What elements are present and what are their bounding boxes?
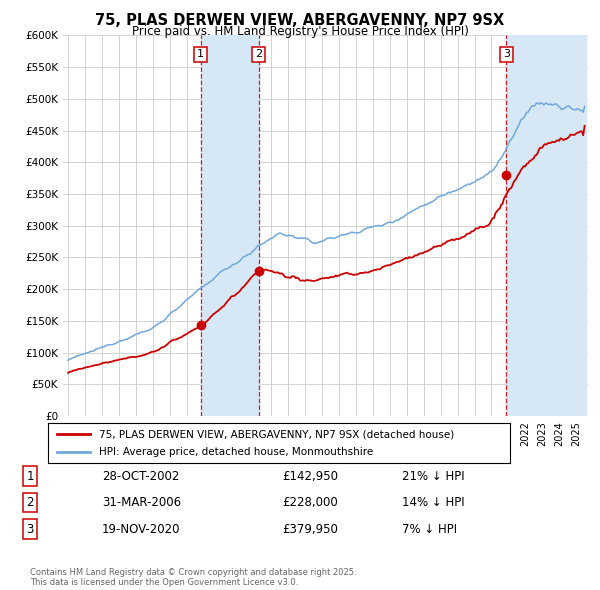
Text: 28-OCT-2002: 28-OCT-2002 — [102, 470, 179, 483]
Text: 2: 2 — [255, 50, 262, 60]
Text: 19-NOV-2020: 19-NOV-2020 — [102, 523, 181, 536]
Text: £142,950: £142,950 — [282, 470, 338, 483]
Text: 75, PLAS DERWEN VIEW, ABERGAVENNY, NP7 9SX (detached house): 75, PLAS DERWEN VIEW, ABERGAVENNY, NP7 9… — [99, 430, 454, 440]
Text: 2: 2 — [26, 496, 34, 509]
Text: 21% ↓ HPI: 21% ↓ HPI — [402, 470, 464, 483]
Text: 1: 1 — [26, 470, 34, 483]
Text: 3: 3 — [26, 523, 34, 536]
Text: 7% ↓ HPI: 7% ↓ HPI — [402, 523, 457, 536]
Bar — [506, 35, 586, 416]
Text: 31-MAR-2006: 31-MAR-2006 — [102, 496, 181, 509]
Bar — [201, 35, 259, 416]
Text: 3: 3 — [503, 50, 510, 60]
Text: 1: 1 — [197, 50, 204, 60]
Text: Contains HM Land Registry data © Crown copyright and database right 2025.
This d: Contains HM Land Registry data © Crown c… — [30, 568, 356, 587]
Text: HPI: Average price, detached house, Monmouthshire: HPI: Average price, detached house, Monm… — [99, 447, 373, 457]
Text: 75, PLAS DERWEN VIEW, ABERGAVENNY, NP7 9SX: 75, PLAS DERWEN VIEW, ABERGAVENNY, NP7 9… — [95, 13, 505, 28]
Text: £379,950: £379,950 — [282, 523, 338, 536]
Text: 14% ↓ HPI: 14% ↓ HPI — [402, 496, 464, 509]
Text: Price paid vs. HM Land Registry's House Price Index (HPI): Price paid vs. HM Land Registry's House … — [131, 25, 469, 38]
Text: £228,000: £228,000 — [282, 496, 338, 509]
